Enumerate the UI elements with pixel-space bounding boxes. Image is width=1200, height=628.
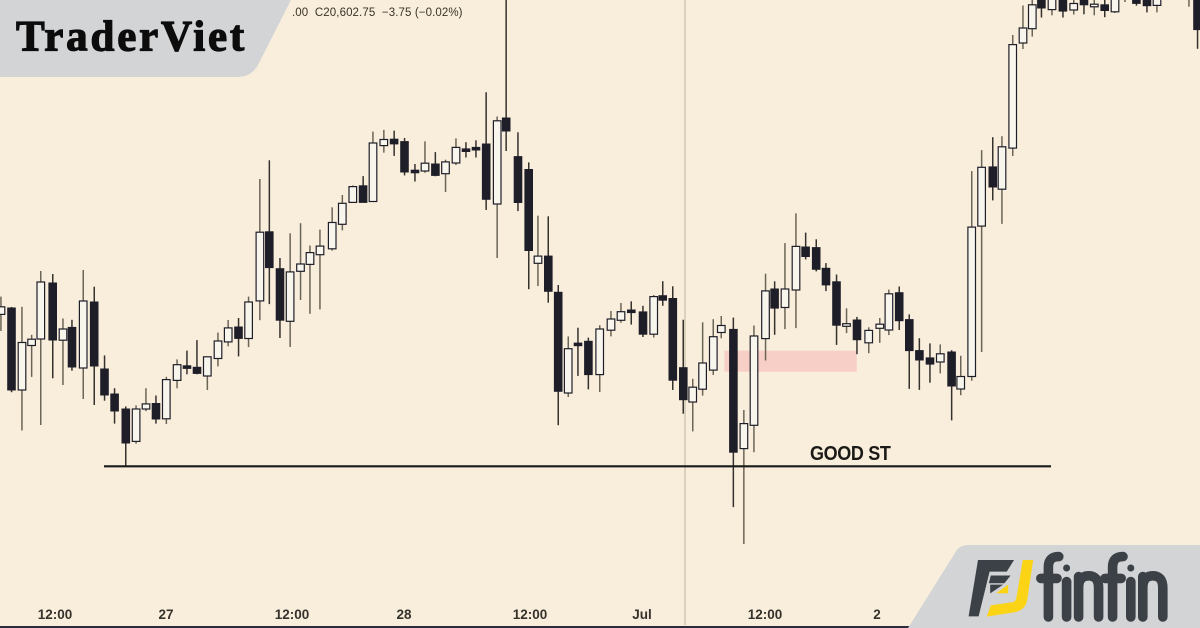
svg-text:TraderViet: TraderViet xyxy=(16,14,247,61)
